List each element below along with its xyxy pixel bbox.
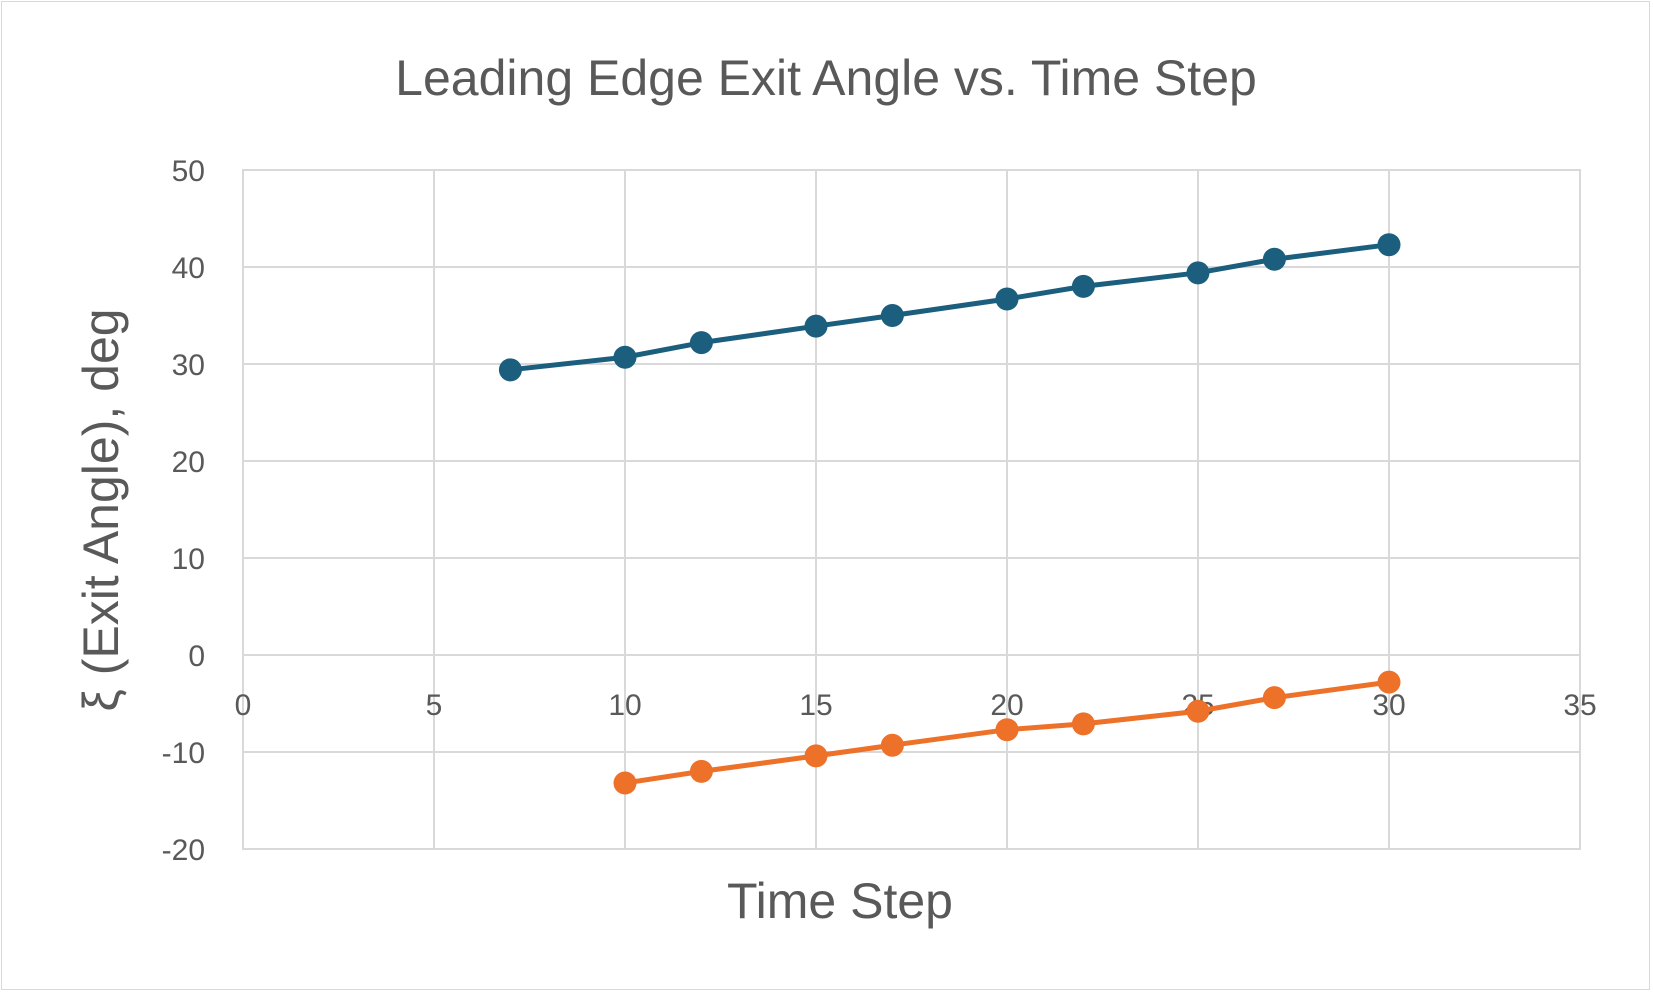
y-axis-ticks: -20 -10 0 10 20 30 40 50 [162, 155, 205, 867]
data-point [613, 345, 637, 369]
x-axis-title: Time Step [727, 873, 953, 929]
plot-area [242, 169, 1581, 850]
gridlines [242, 169, 1581, 850]
data-point [880, 304, 904, 327]
data-point [689, 331, 713, 355]
data-point [1377, 670, 1401, 694]
x-tick-label: 0 [235, 689, 252, 722]
x-tick-label: 30 [1372, 689, 1405, 722]
data-point [1186, 261, 1210, 285]
series-1 [498, 233, 1401, 382]
series [498, 233, 1401, 795]
chart-title: Leading Edge Exit Angle vs. Time Step [395, 50, 1257, 106]
y-tick-label: 50 [172, 155, 205, 188]
data-point [1071, 274, 1095, 298]
data-point [1262, 686, 1286, 710]
y-tick-label: 30 [172, 349, 205, 382]
data-point [689, 759, 713, 783]
data-point [1071, 712, 1095, 736]
x-tick-label: 35 [1563, 689, 1596, 722]
y-tick-label: 20 [172, 446, 205, 479]
data-point [804, 744, 828, 768]
data-point [498, 358, 522, 382]
y-axis-title: ξ (Exit Angle), deg [73, 308, 129, 711]
x-axis-ticks: 05101520253035 [235, 689, 1597, 722]
data-point [1186, 699, 1210, 723]
data-point [995, 287, 1019, 311]
y-tick-label: -10 [162, 737, 205, 770]
x-tick-label: 5 [426, 689, 443, 722]
data-point [1377, 233, 1401, 257]
data-point [995, 718, 1019, 742]
series-line [507, 242, 1392, 373]
x-tick-label: 20 [990, 689, 1023, 722]
y-tick-label: 10 [172, 543, 205, 576]
y-tick-label: -20 [162, 834, 205, 867]
x-tick-label: 10 [608, 689, 641, 722]
y-tick-label: 0 [188, 640, 205, 673]
data-point [880, 733, 904, 757]
data-point [613, 771, 637, 795]
y-tick-label: 40 [172, 252, 205, 285]
data-point [1262, 247, 1286, 271]
data-point [804, 314, 828, 338]
series-2 [613, 670, 1401, 795]
x-tick-label: 15 [799, 689, 832, 722]
